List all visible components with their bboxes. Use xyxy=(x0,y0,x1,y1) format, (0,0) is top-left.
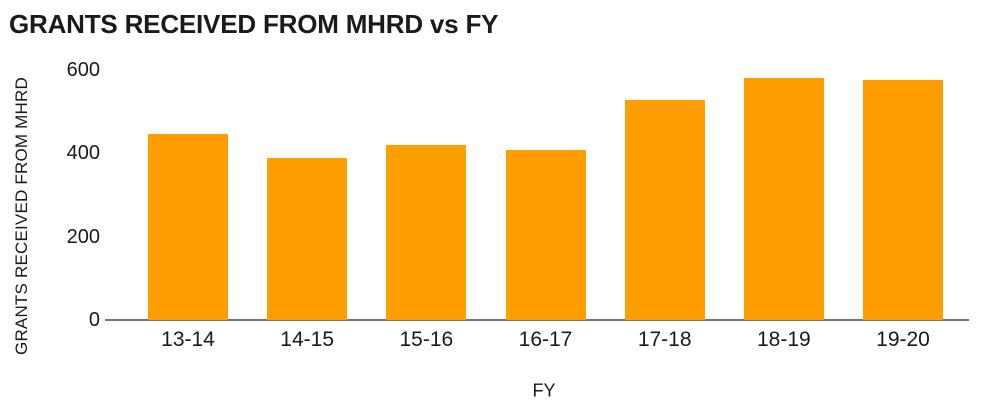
bar-14-15 xyxy=(267,157,348,320)
x-tick-label-15-16: 15-16 xyxy=(399,328,454,351)
x-axis-line xyxy=(105,319,969,321)
bar-15-16 xyxy=(386,145,467,320)
bar-16-17 xyxy=(505,150,586,320)
x-tick-label-17-18: 17-18 xyxy=(637,328,692,351)
chart-title: GRANTS RECEIVED FROM MHRD vs FY xyxy=(9,9,499,39)
x-tick-label-14-15: 14-15 xyxy=(280,328,335,351)
x-axis-label: FY xyxy=(532,380,556,401)
x-tick-label-16-17: 16-17 xyxy=(518,328,573,351)
y-tick-label-600: 600 xyxy=(66,59,100,81)
y-tick-label-200: 200 xyxy=(66,225,100,248)
y-tick-label-0: 0 xyxy=(88,309,100,331)
bar-13-14 xyxy=(148,134,228,320)
x-tick-label-19-20: 19-20 xyxy=(876,328,930,351)
x-tick-label-18-19: 18-19 xyxy=(756,328,811,351)
x-tick-label-13-14: 13-14 xyxy=(161,328,215,351)
bar-19-20 xyxy=(863,80,944,320)
bar-18-19 xyxy=(743,77,824,320)
bar-17-18 xyxy=(624,100,705,320)
y-axis-label: GRANTS RECEIVED FROM MHRD xyxy=(12,77,31,355)
y-tick-label-400: 400 xyxy=(66,142,100,165)
